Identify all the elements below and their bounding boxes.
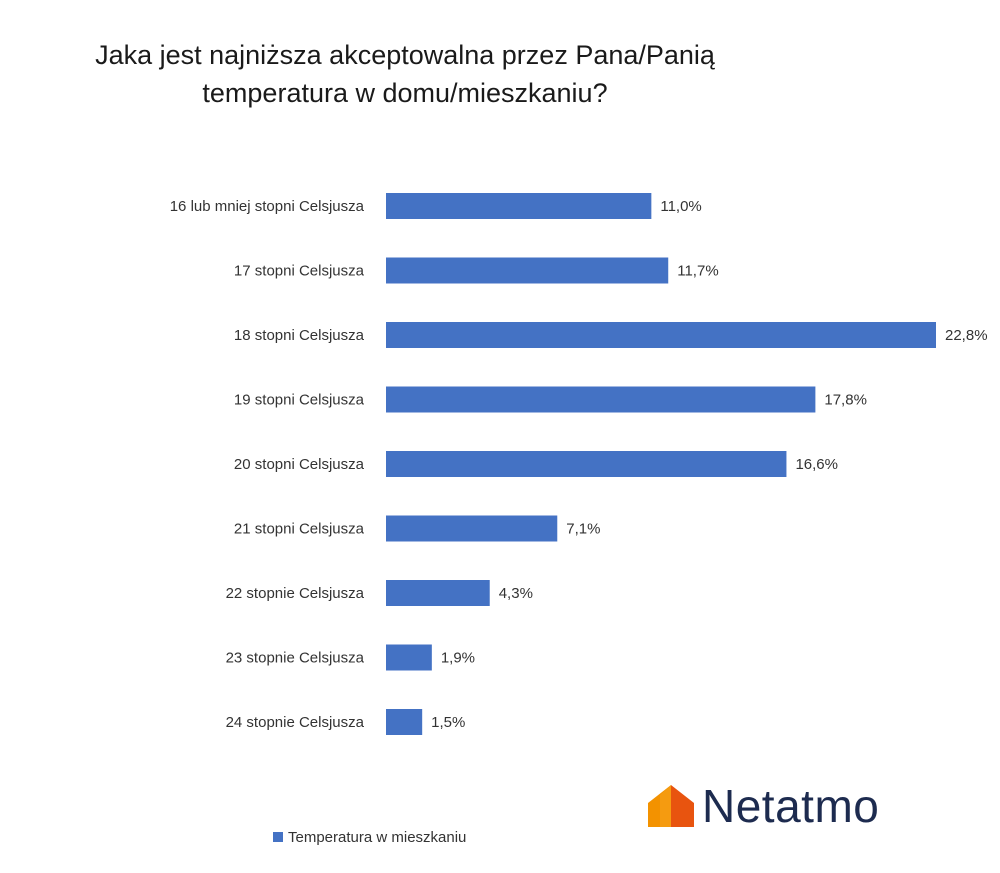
legend-swatch	[273, 832, 283, 842]
chart-title-line-1: Jaka jest najniższa akceptowalna przez P…	[95, 40, 715, 70]
data-label: 17,8%	[824, 392, 867, 409]
category-label: 21 stopni Celsjusza	[234, 521, 365, 538]
bar	[386, 322, 936, 348]
category-label: 23 stopnie Celsjusza	[226, 650, 365, 667]
data-label: 22,8%	[945, 327, 988, 344]
bar	[386, 515, 558, 542]
category-label: 18 stopni Celsjusza	[234, 327, 365, 344]
bar	[386, 644, 432, 671]
chart-title: Jaka jest najniższa akceptowalna przez P…	[60, 36, 750, 112]
netatmo-logo: Netatmo	[646, 778, 879, 834]
category-label: 20 stopni Celsjusza	[234, 456, 365, 473]
bar	[386, 386, 816, 413]
legend: Temperatura w mieszkaniu	[273, 826, 466, 848]
bar	[386, 709, 423, 735]
category-label: 24 stopnie Celsjusza	[226, 714, 365, 731]
data-label: 1,9%	[441, 650, 475, 667]
data-label: 4,3%	[499, 585, 533, 602]
logo-text: Netatmo	[702, 780, 880, 832]
category-label: 17 stopni Celsjusza	[234, 263, 365, 280]
category-label: 22 stopnie Celsjusza	[226, 585, 365, 602]
legend-label: Temperatura w mieszkaniu	[288, 828, 467, 846]
bar-chart: 16 lub mniej stopni Celsjusza 11,0% 17 sto…	[170, 193, 988, 735]
netatmo-house-icon	[648, 785, 694, 827]
category-label: 19 stopni Celsjusza	[234, 392, 365, 409]
chart-title-line-2: temperatura w domu/mieszkaniu?	[202, 78, 608, 108]
bar	[386, 193, 652, 219]
bar	[386, 451, 787, 477]
data-label: 16,6%	[795, 456, 838, 473]
data-label: 7,1%	[566, 521, 600, 538]
data-label: 1,5%	[431, 714, 465, 731]
bar	[386, 580, 490, 606]
bar	[386, 257, 669, 284]
data-label: 11,7%	[677, 263, 718, 280]
data-label: 11,0%	[660, 198, 701, 215]
category-label: 16 lub mniej stopni Celsjusza	[170, 198, 365, 215]
